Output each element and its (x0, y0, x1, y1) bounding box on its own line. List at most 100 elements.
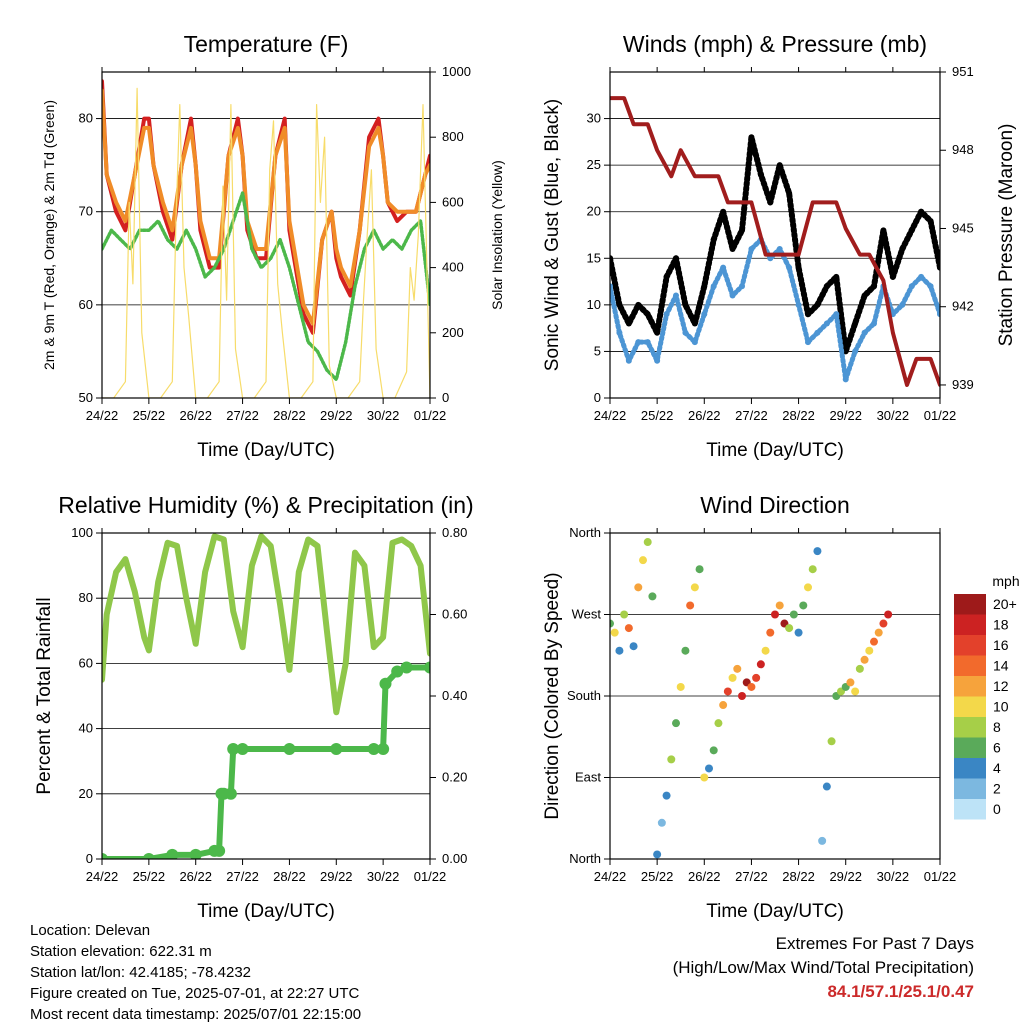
precip-point (213, 844, 226, 857)
plot-area (610, 96, 940, 387)
x-tick-label: 27/22 (226, 869, 259, 884)
wind-point (937, 264, 940, 271)
extremes-title: Extremes For Past 7 Days (775, 934, 974, 953)
wind-point (767, 255, 774, 262)
wind-point (673, 292, 679, 299)
wind-point (682, 301, 689, 308)
x-tick-label: 26/22 (688, 408, 721, 423)
legend-swatch (954, 614, 986, 635)
direction-point (695, 565, 704, 574)
direction-point (738, 692, 746, 700)
plot-frame (609, 532, 941, 860)
y-tick-label: 40 (79, 721, 93, 736)
precip-point (283, 742, 296, 755)
direction-point (775, 601, 784, 610)
wind-point (625, 320, 632, 327)
speed-legend: mph 20+ 18 16 14 12 10 8 6 4 2 0 (954, 573, 1020, 820)
y2-tick-label: 942 (952, 299, 974, 314)
wind-point (616, 329, 623, 336)
y-tick-label: 25 (587, 157, 601, 172)
wind-point (927, 218, 934, 225)
wind-point (767, 199, 774, 206)
precip-point (236, 742, 249, 755)
series-line-0 (610, 134, 940, 355)
station-elevation: Station elevation: 622.31 m (30, 943, 212, 960)
y2-axis-label: Solar Insolation (Yellow) (489, 160, 505, 310)
direction-point (714, 719, 723, 728)
legend-swatch (954, 758, 986, 779)
wind-point (899, 301, 906, 308)
plot-area (102, 533, 430, 859)
chart-wind: Winds (mph) & Pressure (mb) Time (Day/UTC… (542, 31, 1017, 461)
wind-point (748, 245, 755, 252)
y2-tick-label: 0.60 (442, 607, 467, 622)
wind-point (833, 311, 840, 318)
figure-created: Figure created on Tue, 2025-07-01, at 22… (30, 985, 360, 1002)
wind-point (610, 283, 613, 290)
direction-point (681, 646, 690, 655)
y-tick-label: 80 (79, 590, 93, 605)
precip-point (189, 848, 202, 859)
direction-point (653, 850, 662, 859)
wind-point (776, 245, 783, 252)
direction-point (860, 655, 869, 664)
direction-point (657, 818, 666, 827)
x-tick-label: 25/22 (641, 408, 674, 423)
wind-point (720, 208, 727, 215)
x-tick-label: 25/22 (133, 408, 166, 423)
wind-point (663, 311, 670, 318)
precip-point (330, 742, 343, 755)
direction-point (719, 701, 728, 710)
series-line-1 (102, 664, 430, 859)
wind-point (739, 283, 745, 290)
direction-point (855, 664, 864, 673)
y2-tick-label: 0 (442, 390, 449, 405)
wind-point (927, 283, 934, 290)
wind-point (625, 357, 632, 364)
direction-point (827, 737, 836, 746)
direction-point (846, 678, 855, 687)
direction-point (709, 746, 718, 755)
x-tick-label: 27/22 (735, 408, 768, 423)
wind-point (644, 339, 651, 346)
x-axis-label: Time (Day/UTC) (197, 901, 335, 922)
x-tick-label: 01/22 (924, 869, 957, 884)
legend-swatch (954, 635, 986, 656)
direction-point (672, 719, 680, 728)
x-tick-label: 24/22 (594, 408, 627, 423)
direction-point (723, 687, 732, 696)
legend-swatch (954, 717, 986, 738)
x-tick-label: 01/22 (414, 408, 447, 423)
precip-point (391, 665, 404, 678)
chart-title: Relative Humidity (%) & Precipitation (i… (58, 492, 473, 518)
wind-point (852, 348, 859, 355)
wind-point (908, 227, 915, 234)
y2-tick-label: 951 (952, 64, 974, 79)
y2-tick-label: 600 (442, 194, 464, 209)
wind-point (663, 273, 670, 280)
direction-point (648, 592, 657, 601)
y-tick-label: North (569, 851, 601, 866)
chart-title: Temperature (F) (184, 31, 349, 57)
wind-point (729, 292, 736, 299)
x-tick-label: 29/22 (829, 408, 862, 423)
y2-tick-label: 0.40 (442, 688, 467, 703)
precip-point (227, 742, 240, 755)
wind-point (861, 329, 868, 336)
direction-point (771, 610, 779, 619)
wind-point (918, 273, 925, 280)
direction-point (705, 764, 713, 773)
wind-point (805, 339, 811, 346)
x-tick-label: 28/22 (782, 408, 815, 423)
direction-point (610, 619, 614, 628)
wind-point (795, 301, 802, 308)
direction-point (785, 624, 794, 633)
direction-point (643, 538, 652, 547)
series-line-0 (102, 79, 430, 335)
wind-point (871, 320, 877, 327)
legend-swatch (954, 778, 986, 799)
wind-point (610, 255, 613, 262)
x-tick-label: 26/22 (179, 869, 212, 884)
wind-point (682, 329, 689, 336)
y-tick-label: West (572, 607, 602, 622)
